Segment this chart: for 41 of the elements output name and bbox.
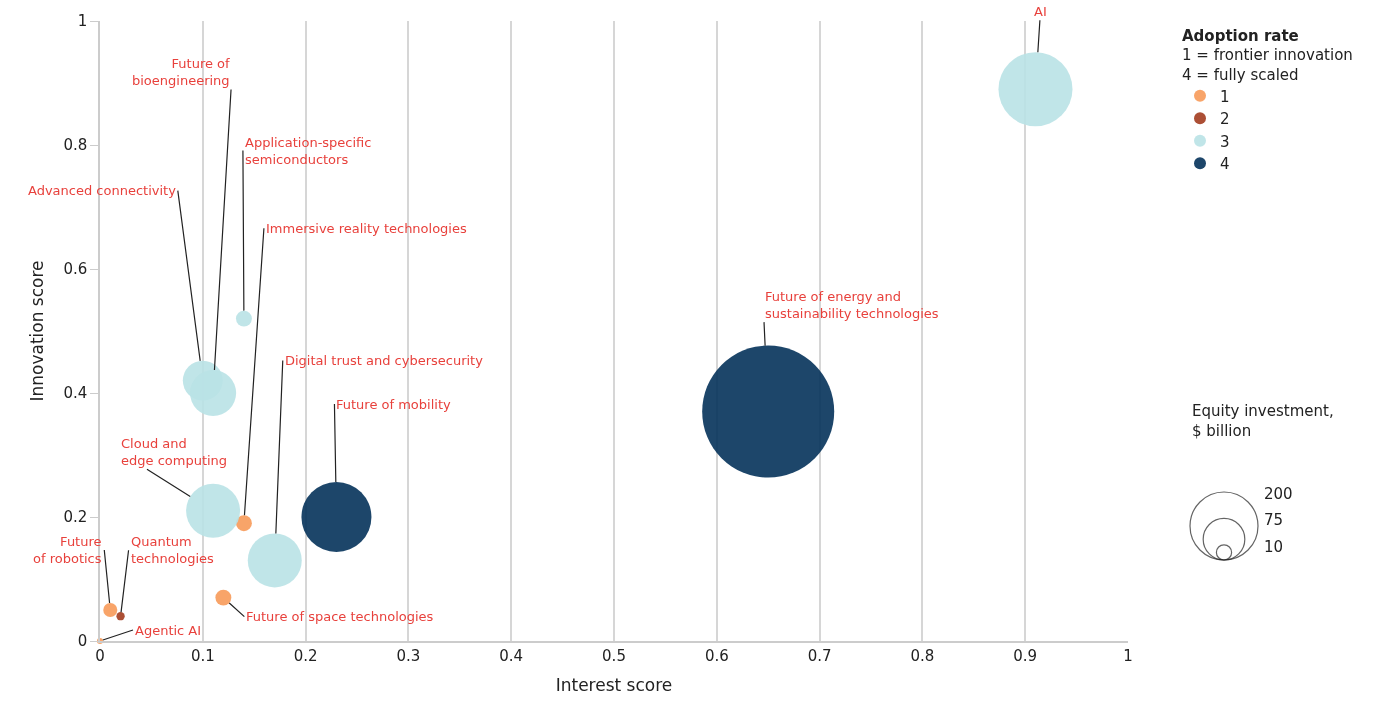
x-tick-label: 0.1: [190, 646, 215, 665]
annotation: Cloud and edge computing: [121, 436, 228, 468]
legend-label: 2: [1220, 110, 1230, 129]
x-axis-title: Interest score: [555, 674, 673, 695]
x-tick-label: 0.9: [1013, 646, 1038, 665]
y-tick-label: 1: [77, 12, 88, 31]
x-tick-label: 0.8: [910, 646, 935, 665]
legend-label: 10: [1264, 537, 1284, 556]
text: Equity investment, $ billion: [1192, 402, 1334, 440]
annotation: Immersive reality technologies: [266, 221, 467, 236]
x-tick-label: 1: [1123, 646, 1133, 665]
legend-label: 4: [1220, 155, 1230, 174]
legend-label: 200: [1264, 484, 1293, 503]
y-axis-title: Innovation score: [27, 260, 48, 402]
annotation: AI: [1034, 4, 1047, 19]
annotation: Future of bioengineering: [132, 56, 231, 88]
y-tick-label: 0: [77, 632, 88, 651]
annotation: Advanced connectivity: [28, 183, 177, 198]
legend-title: Adoption rate 1 = frontier innovation 4 = fully scaled: [1182, 26, 1353, 84]
x-tick-label: 0.3: [396, 646, 421, 665]
x-tick-label: 0.4: [499, 646, 524, 665]
annotation: Quantum technologies: [131, 534, 215, 566]
annotation: Future of energy and sustainability technologies: [765, 289, 939, 321]
x-tick-label: 0: [95, 646, 105, 665]
x-tick-label: 0.6: [704, 646, 729, 665]
annotation: Future of space technologies: [246, 609, 434, 624]
y-tick-label: 0.6: [63, 260, 88, 279]
y-tick-label: 0.4: [63, 384, 88, 403]
x-tick-label: 0.7: [807, 646, 832, 665]
annotation: Future of robotics: [33, 534, 102, 566]
x-tick-label: 0.5: [602, 646, 626, 665]
y-tick-label: 0.2: [63, 508, 88, 527]
annotation: Digital trust and cybersecurity: [285, 353, 484, 368]
legend-label: 1: [1220, 87, 1230, 106]
annotation: Application-specific semiconductors: [245, 135, 372, 167]
annotation: Future of mobility: [336, 397, 451, 412]
x-tick-label: 0.2: [293, 646, 318, 665]
annotation: Agentic AI: [135, 623, 202, 638]
y-tick-label: 0.8: [63, 136, 88, 155]
legend-label: 75: [1264, 511, 1284, 530]
legend-label: 3: [1220, 132, 1230, 151]
